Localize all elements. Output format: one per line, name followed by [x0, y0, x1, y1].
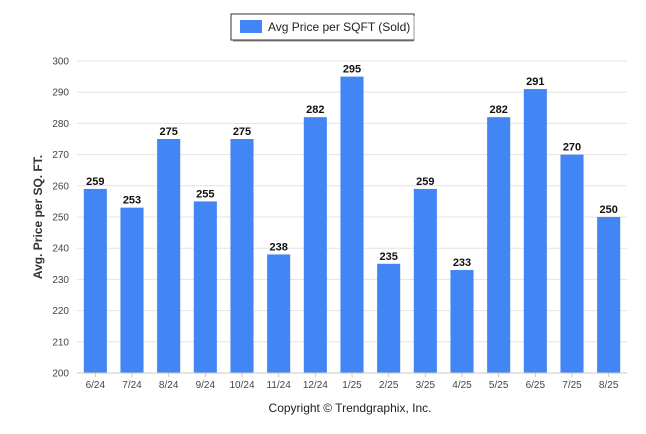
y-tick-label: 200	[52, 369, 69, 380]
legend[interactable]: Avg Price per SQFT (Sold)	[230, 13, 415, 42]
x-tick-label: 9/24	[196, 380, 216, 391]
data-label: 275	[233, 126, 251, 138]
x-tick-label: 8/24	[159, 380, 179, 391]
x-tick-label: 6/25	[526, 380, 546, 391]
y-tick-label: 270	[52, 150, 69, 161]
data-label: 282	[306, 104, 324, 116]
y-tick-label: 290	[52, 88, 69, 99]
y-tick-label: 240	[52, 244, 69, 255]
data-label: 238	[269, 241, 287, 253]
bar[interactable]	[340, 76, 364, 373]
copyright-text: Copyright © Trendgraphix, Inc.	[269, 401, 432, 415]
y-tick-label: 210	[52, 337, 69, 348]
x-tick-label: 12/24	[303, 380, 328, 391]
data-label: 255	[196, 188, 214, 200]
x-tick-label: 7/24	[122, 380, 142, 391]
bar[interactable]	[413, 188, 437, 373]
bar[interactable]	[157, 139, 181, 373]
bar[interactable]	[523, 89, 547, 373]
bars	[83, 76, 621, 373]
data-label: 259	[416, 176, 434, 188]
x-tick-label: 2/25	[379, 380, 399, 391]
x-tick-label: 8/25	[599, 380, 619, 391]
y-tick-label: 220	[52, 306, 69, 317]
bar[interactable]	[303, 117, 327, 373]
y-axis-ticks: 200 210 220 230 240 250 260 270 280 290 300	[52, 57, 69, 380]
y-tick-label: 250	[52, 213, 69, 224]
y-tick-label: 230	[52, 275, 69, 286]
bar[interactable]	[450, 270, 474, 373]
y-tick-label: 260	[52, 181, 69, 192]
bar[interactable]	[487, 117, 511, 373]
bar[interactable]	[560, 154, 584, 373]
bar[interactable]	[377, 263, 401, 373]
data-label: 250	[599, 204, 617, 216]
data-label: 235	[379, 251, 397, 263]
y-tick-label: 280	[52, 119, 69, 130]
data-label: 253	[123, 195, 141, 207]
data-label: 270	[563, 142, 581, 154]
bar[interactable]	[83, 188, 107, 373]
x-tick-label: 3/25	[416, 380, 436, 391]
x-tick-label: 6/24	[86, 380, 106, 391]
x-tick-label: 11/24	[267, 380, 292, 391]
bar[interactable]	[230, 139, 254, 373]
data-label: 259	[86, 176, 104, 188]
y-tick-label: 300	[52, 57, 69, 68]
bar[interactable]	[267, 254, 291, 373]
x-tick-label: 7/25	[562, 380, 582, 391]
bar[interactable]	[193, 201, 217, 373]
data-label: 282	[489, 104, 507, 116]
legend-entry: Avg Price per SQFT (Sold)	[268, 20, 410, 34]
x-tick-label: 10/24	[229, 380, 254, 391]
x-tick-label: 5/25	[489, 380, 509, 391]
x-tick-label: 1/25	[342, 380, 362, 391]
legend-swatch	[240, 20, 262, 33]
y-axis-label: Avg. Price per SQ. FT.	[31, 155, 45, 279]
data-label: 275	[159, 126, 177, 138]
x-axis-ticks: 6/24 7/24 8/24 9/24 10/24 11/24 12/24 1/25 2/25 3…	[86, 373, 619, 391]
bar[interactable]	[597, 217, 621, 373]
bar[interactable]	[120, 207, 144, 373]
data-label: 233	[453, 257, 471, 269]
data-label: 291	[526, 76, 544, 88]
data-labels: 259 253 275 255 275 238 282 295 235 259 233 282 291 2…	[86, 64, 618, 269]
data-label: 295	[343, 64, 361, 76]
x-tick-label: 4/25	[452, 380, 472, 391]
